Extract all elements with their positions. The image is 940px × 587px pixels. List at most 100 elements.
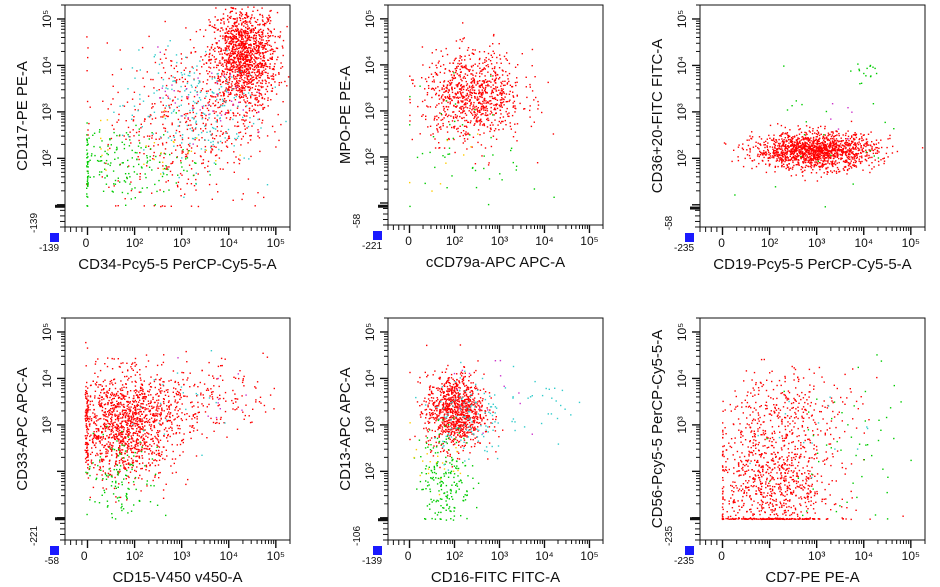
event-point <box>442 100 445 102</box>
event-point <box>207 139 210 141</box>
event-point <box>262 108 264 110</box>
event-point <box>219 117 221 119</box>
event-point <box>246 37 248 40</box>
event-point <box>231 65 233 67</box>
event-point <box>228 55 231 57</box>
event-point <box>210 105 212 107</box>
event-point <box>181 115 183 117</box>
event-point <box>891 152 894 154</box>
event-point <box>248 75 250 78</box>
event-point <box>251 105 253 107</box>
event-point <box>799 128 801 130</box>
event-point <box>140 191 142 193</box>
event-point <box>428 76 430 79</box>
event-point <box>244 80 247 83</box>
event-point <box>751 160 754 162</box>
event-point <box>451 120 454 122</box>
event-point <box>218 157 221 159</box>
event-point <box>268 82 270 84</box>
event-point <box>436 104 438 106</box>
event-point <box>777 142 780 145</box>
event-point <box>472 114 474 116</box>
event-point <box>162 78 165 81</box>
event-point <box>219 62 222 64</box>
event-point <box>204 127 207 130</box>
event-point <box>153 92 155 94</box>
event-point <box>214 47 216 49</box>
event-point <box>241 13 244 16</box>
event-point <box>809 152 812 154</box>
event-point <box>831 134 834 136</box>
event-point <box>499 99 502 101</box>
event-point <box>422 64 424 66</box>
event-point <box>464 77 466 79</box>
event-point <box>258 24 261 26</box>
event-point <box>848 142 850 145</box>
event-point <box>438 89 441 92</box>
event-point <box>275 93 278 95</box>
event-point <box>479 84 481 87</box>
event-point <box>456 73 459 75</box>
event-point <box>502 80 504 83</box>
event-point <box>228 41 231 43</box>
event-point <box>207 104 210 106</box>
event-point <box>435 87 437 89</box>
event-point <box>845 161 848 163</box>
event-point <box>231 58 233 61</box>
event-point <box>799 153 802 155</box>
event-point <box>269 67 271 70</box>
event-point <box>273 65 275 68</box>
event-point <box>782 140 784 142</box>
event-point <box>212 49 215 51</box>
event-point <box>204 167 206 169</box>
event-point <box>261 14 264 17</box>
y-tick-label: 10⁵ <box>40 10 54 28</box>
event-point <box>812 138 815 140</box>
event-point <box>470 78 473 80</box>
event-point <box>458 74 460 77</box>
event-point <box>215 163 217 165</box>
event-point <box>255 99 257 101</box>
event-point <box>490 73 492 76</box>
event-point <box>805 153 807 156</box>
event-point <box>460 132 462 134</box>
event-point <box>261 19 264 21</box>
event-point <box>815 136 817 138</box>
event-point <box>481 73 483 75</box>
event-point <box>792 146 795 149</box>
event-point <box>465 104 467 106</box>
event-point <box>447 91 449 94</box>
event-point <box>479 70 482 72</box>
event-point <box>246 14 248 17</box>
event-point <box>234 21 236 24</box>
event-point <box>171 122 173 124</box>
event-point <box>787 159 789 162</box>
event-point <box>246 76 248 78</box>
event-point <box>261 82 263 85</box>
event-point <box>186 155 188 157</box>
event-point <box>805 148 807 151</box>
event-point <box>849 150 851 152</box>
event-point <box>242 119 245 121</box>
event-point <box>139 98 141 100</box>
event-point <box>479 124 481 126</box>
event-point <box>832 131 834 133</box>
event-point <box>774 149 776 152</box>
event-point <box>141 187 144 189</box>
event-point <box>455 84 457 86</box>
event-point <box>166 166 168 168</box>
event-point <box>258 85 260 87</box>
event-point <box>260 31 263 33</box>
event-point <box>235 139 237 141</box>
event-point <box>798 137 800 140</box>
event-point <box>841 157 843 160</box>
event-point <box>462 95 464 98</box>
event-point <box>785 151 787 154</box>
event-point <box>161 142 164 144</box>
event-point <box>215 120 217 123</box>
event-point <box>849 158 851 160</box>
event-point <box>819 155 821 158</box>
event-point <box>151 103 153 105</box>
event-point <box>186 124 188 127</box>
event-point <box>843 147 845 150</box>
